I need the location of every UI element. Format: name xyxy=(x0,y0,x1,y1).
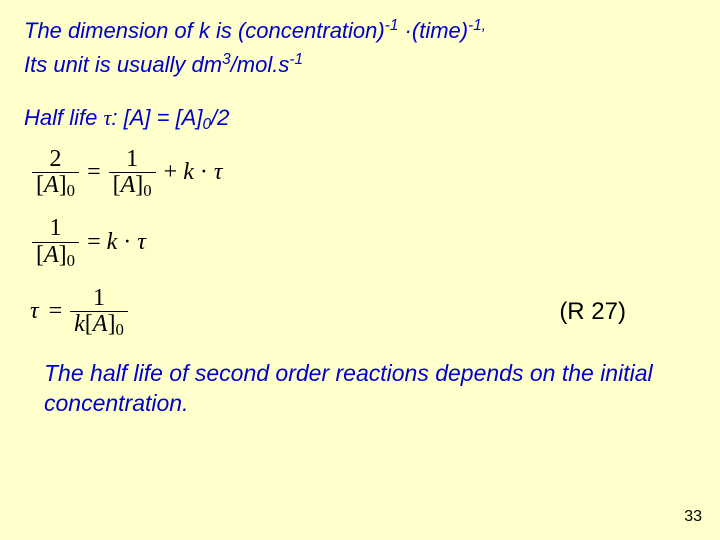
denominator: k[A]0 xyxy=(70,311,128,337)
page-number: 33 xyxy=(684,508,702,526)
exp: 3 xyxy=(222,51,231,68)
k-tau: k · τ xyxy=(107,229,146,256)
conclusion-text: The half life of second order reactions … xyxy=(24,359,696,419)
tau: τ xyxy=(30,298,39,325)
exp: -1, xyxy=(468,17,486,34)
text: s xyxy=(278,52,289,77)
equals: = xyxy=(87,159,101,186)
fraction: 1 [A]0 xyxy=(32,216,79,267)
dot: · xyxy=(398,18,411,43)
numerator: 2 xyxy=(46,147,66,172)
equals: = xyxy=(87,229,101,256)
equation-block: 2 [A]0 = 1 [A]0 + k · τ 1 [A]0 = k · τ τ… xyxy=(30,147,696,337)
numerator: 1 xyxy=(46,216,66,241)
text: The dimension of k is (concentration) xyxy=(24,18,385,43)
fraction: 1 k[A]0 xyxy=(70,286,128,337)
text: /mol xyxy=(231,52,273,77)
dimension-line-1: The dimension of k is (concentration)-1 … xyxy=(24,16,696,46)
exp: -1 xyxy=(289,51,303,68)
colon: : xyxy=(111,105,123,130)
denominator: [A]0 xyxy=(32,172,79,198)
equation-2: 1 [A]0 = k · τ xyxy=(30,216,696,267)
eq-lhs: [A] = [A] xyxy=(124,105,203,130)
equation-label: (R 27) xyxy=(559,298,626,326)
label: Half life xyxy=(24,105,103,130)
text: (time) xyxy=(412,18,468,43)
dimension-line-2: Its unit is usually dm3/mol.s-1 xyxy=(24,50,696,80)
text: Its unit is usually dm xyxy=(24,52,222,77)
numerator: 1 xyxy=(122,147,142,172)
equals: = xyxy=(49,298,63,325)
numerator: 1 xyxy=(89,286,109,311)
plus: + xyxy=(164,159,178,186)
k-tau: k · τ xyxy=(183,159,222,186)
fraction: 1 [A]0 xyxy=(109,147,156,198)
denominator: [A]0 xyxy=(32,242,79,268)
equation-1: 2 [A]0 = 1 [A]0 + k · τ xyxy=(30,147,696,198)
halflife-definition: Half life τ: [A] = [A]0/2 xyxy=(24,103,696,133)
fraction: 2 [A]0 xyxy=(32,147,79,198)
exp: -1 xyxy=(385,17,399,34)
equation-3: τ = 1 k[A]0 (R 27) xyxy=(30,286,696,337)
rhs: /2 xyxy=(211,105,229,130)
denominator: [A]0 xyxy=(109,172,156,198)
sub: 0 xyxy=(202,116,211,133)
